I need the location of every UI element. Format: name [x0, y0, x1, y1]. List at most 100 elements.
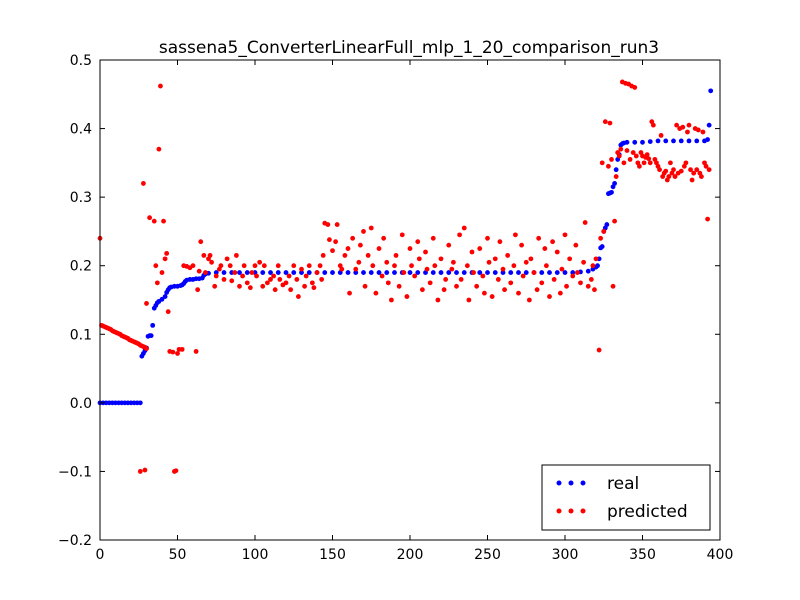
data-point-predicted: [602, 119, 608, 125]
data-point-real: [376, 270, 382, 275]
data-point-real: [585, 268, 591, 274]
data-point-predicted: [451, 259, 456, 265]
data-point-predicted: [412, 273, 418, 279]
x-tick-label: 200: [397, 547, 424, 563]
data-point-predicted: [705, 216, 710, 222]
data-point-real: [554, 270, 560, 275]
data-point-real: [663, 138, 669, 144]
y-tick-label: 0.4: [70, 122, 92, 138]
y-tick-label: −0.1: [58, 464, 92, 480]
data-point-predicted: [427, 280, 433, 286]
data-point-predicted: [311, 285, 317, 291]
data-point-predicted: [334, 222, 340, 227]
y-tick-label: −0.2: [58, 533, 92, 549]
x-tick-label: 300: [552, 547, 579, 563]
data-point-predicted: [373, 290, 379, 296]
data-point-predicted: [193, 349, 199, 354]
data-point-real: [150, 322, 156, 328]
data-point-predicted: [237, 283, 242, 289]
data-point-predicted: [578, 280, 583, 286]
data-point-predicted: [260, 283, 266, 289]
data-point-real: [159, 296, 165, 302]
data-point-predicted: [416, 256, 422, 262]
data-point-predicted: [190, 263, 196, 269]
data-point-predicted: [526, 297, 532, 303]
data-point-real: [430, 270, 436, 275]
data-point-predicted: [314, 270, 320, 275]
data-point-predicted: [633, 153, 639, 159]
data-point-predicted: [424, 266, 430, 272]
data-point-predicted: [486, 259, 492, 265]
legend-label-predicted: predicted: [607, 502, 688, 522]
data-point-predicted: [409, 263, 414, 269]
data-point-predicted: [641, 160, 647, 166]
data-point-predicted: [581, 259, 586, 265]
data-point-predicted: [511, 263, 517, 269]
data-point-real: [361, 270, 366, 275]
data-point-predicted: [303, 273, 309, 279]
data-point-predicted: [562, 232, 568, 238]
ticks-layer: 0 50 100 150 200 250 300 350 400 −0.2 −0.1 0.0 0.1 0.…: [58, 53, 733, 563]
series-predicted: [97, 79, 712, 474]
data-point-predicted: [492, 256, 498, 262]
data-point-predicted: [144, 301, 149, 306]
data-point-predicted: [404, 294, 410, 299]
data-point-predicted: [454, 283, 459, 289]
data-point-predicted: [277, 277, 283, 282]
data-point-predicted: [399, 232, 405, 238]
data-point-real: [221, 270, 227, 275]
data-point-predicted: [458, 277, 464, 282]
data-point-predicted: [613, 174, 619, 179]
data-point-predicted: [330, 248, 335, 254]
data-point-predicted: [370, 263, 376, 269]
data-point-predicted: [616, 153, 622, 159]
data-point-real: [708, 88, 714, 94]
data-point-predicted: [294, 277, 300, 282]
x-tick-label: 0: [96, 547, 105, 563]
data-point-real: [353, 270, 359, 275]
data-point-predicted: [153, 263, 159, 269]
data-point-predicted: [461, 225, 467, 231]
data-point-predicted: [407, 246, 413, 251]
data-point-predicted: [680, 124, 686, 130]
data-point-predicted: [288, 287, 294, 293]
data-point-predicted: [599, 160, 605, 166]
data-point-real: [539, 270, 545, 275]
data-point-predicted: [249, 270, 255, 275]
y-tick-label: 0.1: [70, 327, 92, 343]
data-point-predicted: [420, 287, 425, 293]
legend-marker-predicted: [556, 508, 562, 514]
data-point-predicted: [573, 242, 579, 248]
data-point-predicted: [198, 239, 204, 245]
data-point-real: [694, 138, 700, 144]
data-point-predicted: [257, 259, 263, 265]
data-point-predicted: [612, 218, 617, 224]
data-point-predicted: [495, 277, 501, 282]
data-point-predicted: [227, 263, 233, 269]
data-point-predicted: [469, 249, 475, 255]
data-point-predicted: [606, 163, 611, 169]
data-point-predicted: [164, 250, 170, 256]
data-point-predicted: [379, 273, 385, 279]
data-point-predicted: [156, 146, 162, 152]
data-point-predicted: [423, 249, 428, 255]
data-point-real: [686, 138, 692, 144]
data-point-real: [647, 139, 653, 145]
data-point-real: [492, 270, 498, 275]
data-point-real: [392, 270, 397, 275]
data-point-predicted: [542, 246, 548, 251]
data-point-predicted: [170, 349, 176, 355]
data-point-predicted: [630, 150, 636, 155]
data-point-predicted: [240, 273, 246, 279]
data-point-real: [508, 270, 514, 275]
legend-box: [541, 464, 711, 531]
data-point-predicted: [319, 277, 325, 282]
data-point-predicted: [686, 122, 692, 128]
data-point-predicted: [523, 259, 529, 265]
data-point-real: [454, 270, 459, 275]
data-point-predicted: [598, 235, 604, 241]
data-point-predicted: [376, 246, 382, 251]
data-point-predicted: [666, 174, 672, 179]
data-point-predicted: [559, 266, 565, 272]
data-point-predicted: [575, 270, 580, 275]
